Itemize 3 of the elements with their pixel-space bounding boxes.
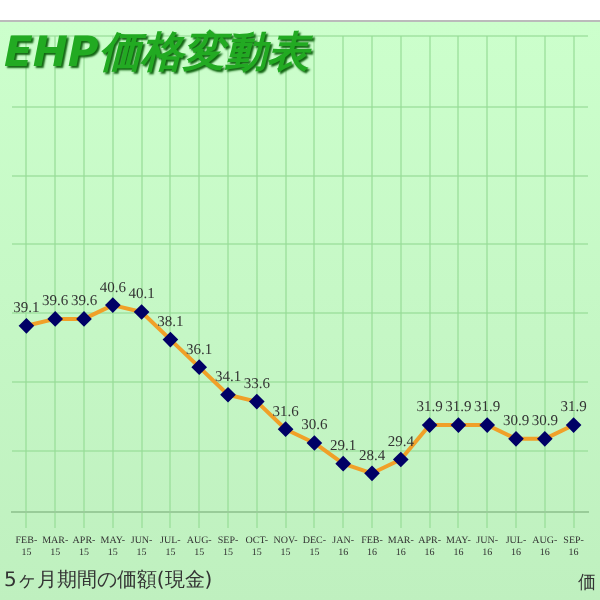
chart-title: EHP価格変動表 [4,26,309,80]
text: 5ヶ月期間の価額(現金) [4,567,213,594]
text: 価 [578,572,596,596]
